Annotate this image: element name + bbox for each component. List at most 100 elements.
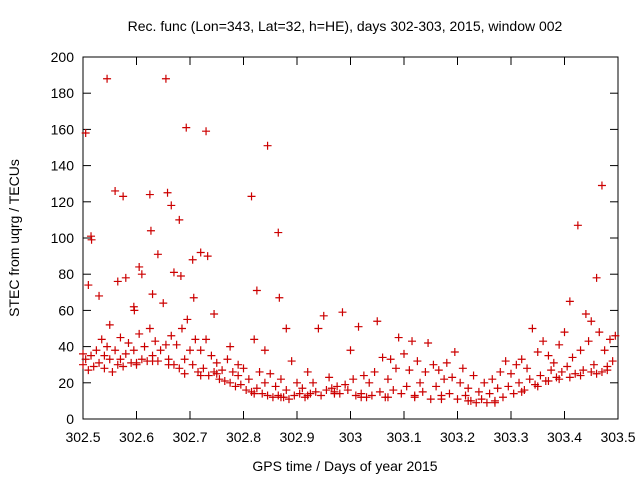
data-point (226, 379, 234, 387)
data-point (365, 379, 373, 387)
data-point (561, 328, 569, 336)
x-tick-label: 302.5 (65, 429, 100, 445)
data-point (483, 399, 491, 407)
data-point (189, 256, 197, 264)
data-point (309, 379, 317, 387)
data-point (459, 364, 467, 372)
data-points (79, 75, 619, 407)
data-point (443, 359, 451, 367)
data-point (470, 372, 478, 380)
data-point (90, 363, 98, 371)
data-point (197, 346, 205, 354)
data-point (454, 395, 462, 403)
data-point (416, 379, 424, 387)
y-tick-label: 140 (51, 158, 75, 174)
data-point (164, 189, 172, 197)
data-point (606, 335, 614, 343)
data-point (189, 361, 197, 369)
data-point (544, 352, 552, 360)
data-point (234, 361, 242, 369)
data-point (186, 346, 194, 354)
data-point (226, 343, 234, 351)
data-point (536, 372, 544, 380)
data-point (282, 325, 290, 333)
data-point (135, 263, 143, 271)
data-point (122, 274, 130, 282)
data-point (98, 335, 106, 343)
data-point (507, 370, 515, 378)
data-point (563, 363, 571, 371)
data-point (151, 337, 159, 345)
data-point (347, 346, 355, 354)
data-point (587, 368, 595, 376)
data-point (304, 368, 312, 376)
data-point (512, 361, 520, 369)
y-tick-label: 180 (51, 85, 75, 101)
data-point (413, 357, 421, 365)
data-point (202, 127, 210, 135)
data-point (587, 317, 595, 325)
data-point (424, 339, 432, 347)
data-point (199, 364, 207, 372)
x-tick-label: 303.4 (547, 429, 582, 445)
data-point (210, 310, 218, 318)
data-point (435, 366, 443, 374)
data-point (181, 370, 189, 378)
data-point (240, 364, 248, 372)
data-point (197, 248, 205, 256)
data-point (395, 334, 403, 342)
data-point (130, 346, 138, 354)
data-point (167, 332, 175, 340)
y-tick-label: 60 (58, 302, 74, 318)
data-point (95, 359, 103, 367)
data-point (314, 325, 322, 333)
data-point (590, 361, 598, 369)
data-point (138, 355, 146, 363)
data-point (173, 341, 181, 349)
data-point (223, 355, 231, 363)
data-point (421, 368, 429, 376)
data-point (258, 390, 266, 398)
data-point (472, 399, 480, 407)
data-point (499, 393, 507, 401)
data-point (437, 395, 445, 403)
data-point (464, 384, 472, 392)
data-point (486, 390, 494, 398)
data-point (122, 350, 130, 358)
data-point (419, 388, 427, 396)
data-point (141, 343, 149, 351)
data-point (261, 346, 269, 354)
data-point (275, 294, 283, 302)
data-point (250, 335, 258, 343)
data-point (256, 368, 264, 376)
data-point (146, 325, 154, 333)
data-point (130, 306, 138, 314)
data-point (100, 364, 108, 372)
y-axis-ticks: 0 20 40 60 80 100 120 140 160 180 200 (51, 49, 618, 427)
data-point (389, 386, 397, 394)
data-point (320, 312, 328, 320)
data-point (502, 357, 510, 365)
data-point (175, 216, 183, 224)
data-point (445, 390, 453, 398)
data-point (574, 221, 582, 229)
data-point (175, 364, 183, 372)
data-point (609, 357, 617, 365)
data-point (221, 377, 229, 385)
data-point (357, 393, 365, 401)
data-point (108, 368, 116, 376)
data-point (116, 334, 124, 342)
data-point (397, 390, 405, 398)
data-point (603, 363, 611, 371)
x-axis-label: GPS time / Days of year 2015 (252, 458, 437, 474)
data-point (510, 390, 518, 398)
data-point (515, 379, 523, 387)
data-point (550, 359, 558, 367)
data-point (242, 386, 250, 394)
chart-title: Rec. func (Lon=343, Lat=32, h=HE), days … (128, 18, 563, 34)
data-point (392, 364, 400, 372)
x-axis-ticks: 302.5 302.6 302.7 302.8 302.9 303 303.1 303.2 30… (65, 57, 635, 445)
y-tick-label: 160 (51, 121, 75, 137)
data-point (177, 272, 185, 280)
data-point (585, 337, 593, 345)
